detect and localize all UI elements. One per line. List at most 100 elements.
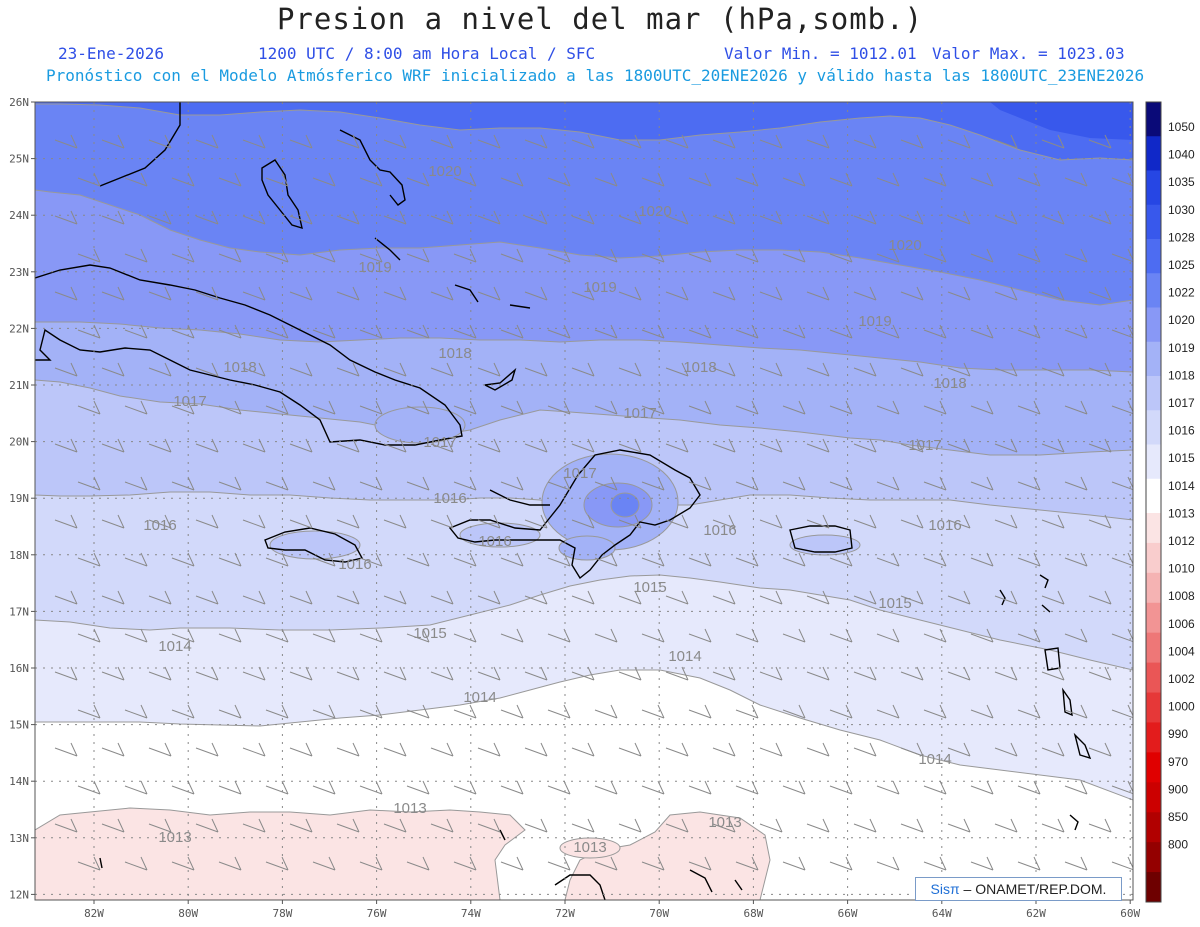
colorbar-label: 1004 bbox=[1168, 644, 1195, 658]
contour-label: 1018 bbox=[933, 375, 966, 392]
colorbar-label: 1022 bbox=[1168, 286, 1195, 300]
forecast-date: 23-Ene-2026 bbox=[58, 44, 164, 63]
colorbar-swatch bbox=[1146, 662, 1161, 694]
lat-label: 14N bbox=[9, 775, 29, 788]
lon-label: 66W bbox=[838, 907, 858, 920]
colorbar-swatch bbox=[1146, 752, 1161, 783]
value-max: Valor Max. = 1023.03 bbox=[932, 44, 1125, 63]
contour-label: 1018 bbox=[223, 359, 256, 376]
forecast-info: Pronóstico con el Modelo Atmósferico WRF… bbox=[46, 66, 1145, 85]
contour-label: 1017 bbox=[563, 465, 596, 482]
colorbar: 1050 1040 1035 1030 1028 1025 1022 1020 1019 1018… bbox=[1145, 101, 1195, 903]
colorbar-swatch bbox=[1146, 572, 1161, 604]
lat-label: 17N bbox=[9, 605, 29, 618]
contour-labels: 1020 1020 1020 1019 1019 1019 1018 1018 1018 1018… bbox=[143, 163, 966, 856]
contour-label: 1015 bbox=[413, 625, 446, 642]
colorbar-label: 1018 bbox=[1168, 368, 1195, 382]
lat-label: 18N bbox=[9, 549, 29, 562]
contour-label: 1015 bbox=[878, 595, 911, 612]
colorbar-label: 1025 bbox=[1168, 258, 1195, 272]
contour-label: 1016 bbox=[143, 517, 176, 534]
contour-label: 1020 bbox=[888, 237, 921, 254]
band-1022-1025 bbox=[990, 102, 1133, 140]
lat-label: 25N bbox=[9, 153, 29, 166]
contour-label: 1013 bbox=[708, 814, 741, 831]
colorbar-swatch bbox=[1146, 782, 1161, 813]
lon-label: 72W bbox=[555, 907, 575, 920]
colorbar-label: 1016 bbox=[1168, 424, 1195, 438]
contour-label: 1014 bbox=[463, 689, 496, 706]
colorbar-label: 1010 bbox=[1168, 562, 1195, 576]
contour-label: 1018 bbox=[683, 359, 716, 376]
value-min: Valor Min. = 1012.01 bbox=[724, 44, 917, 63]
lon-label: 70W bbox=[649, 907, 669, 920]
colorbar-label: 1002 bbox=[1168, 672, 1195, 686]
colorbar-swatch bbox=[1146, 410, 1161, 445]
lat-label: 16N bbox=[9, 662, 29, 675]
lat-label: 13N bbox=[9, 832, 29, 845]
colorbar-label: 1017 bbox=[1168, 396, 1195, 410]
colorbar-swatch bbox=[1146, 170, 1161, 206]
lat-label: 23N bbox=[9, 266, 29, 279]
contour-label: 1014 bbox=[668, 648, 701, 665]
colorbar-swatch bbox=[1146, 632, 1161, 664]
sispi-logo: Sisπ bbox=[930, 881, 960, 897]
colorbar-label: 990 bbox=[1168, 727, 1188, 741]
colorbar-swatch bbox=[1146, 812, 1161, 843]
contour-label: 1016 bbox=[338, 556, 371, 573]
contour-label: 1019 bbox=[858, 313, 891, 330]
colorbar-label: 1000 bbox=[1168, 700, 1195, 714]
colorbar-label: 1040 bbox=[1168, 148, 1195, 162]
colorbar-label: 1020 bbox=[1168, 313, 1195, 327]
lon-label: 78W bbox=[272, 907, 292, 920]
contour-label: 1015 bbox=[633, 579, 666, 596]
colorbar-label: 1019 bbox=[1168, 341, 1195, 355]
lon-label: 76W bbox=[367, 907, 387, 920]
contour-label: 1019 bbox=[583, 279, 616, 296]
lat-label: 24N bbox=[9, 209, 29, 222]
colorbar-swatch bbox=[1146, 722, 1161, 753]
puerto-rico-coast bbox=[789, 525, 853, 553]
latitude-axis: 26N 25N 24N 23N 22N 21N 20N 19N 18N 17N 16N 15N 14N 1… bbox=[9, 96, 35, 901]
lon-label: 82W bbox=[84, 907, 104, 920]
colorbar-swatch bbox=[1146, 376, 1161, 411]
colorbar-label: 900 bbox=[1168, 782, 1188, 796]
pressure-shading bbox=[35, 102, 1133, 900]
contour-label: 1013 bbox=[573, 839, 606, 856]
contour-label: 1020 bbox=[638, 203, 671, 220]
jamaica-coast bbox=[264, 527, 364, 563]
map-frame bbox=[34, 101, 1134, 901]
lon-label: 62W bbox=[1026, 907, 1046, 920]
credit-box: Sisπ – ONAMET/REP.DOM. bbox=[915, 877, 1122, 901]
lon-label: 80W bbox=[178, 907, 198, 920]
colorbar-swatch bbox=[1146, 478, 1161, 514]
contour-label: 1016 bbox=[928, 517, 961, 534]
colorbar-swatch bbox=[1146, 273, 1161, 308]
colorbar-swatch bbox=[1146, 513, 1161, 544]
band-1019-1020 bbox=[35, 102, 1133, 306]
colorbar-swatch bbox=[1146, 602, 1161, 634]
lon-label: 74W bbox=[461, 907, 481, 920]
colorbar-label: 1014 bbox=[1168, 479, 1195, 493]
contour-label: 1016 bbox=[703, 522, 736, 539]
lat-label: 21N bbox=[9, 379, 29, 392]
contour-label: 1017 bbox=[173, 393, 206, 410]
lat-lon-grid bbox=[35, 101, 1133, 900]
lat-label: 22N bbox=[9, 322, 29, 335]
coastlines bbox=[35, 102, 1092, 900]
lon-label: 60W bbox=[1120, 907, 1140, 920]
hispaniola-coast bbox=[448, 449, 701, 580]
lon-label: 68W bbox=[743, 907, 763, 920]
colorbar-label: 1015 bbox=[1168, 451, 1195, 465]
colorbar-label: 970 bbox=[1168, 755, 1188, 769]
lat-label: 12N bbox=[9, 888, 29, 901]
colorbar-label: 1013 bbox=[1168, 506, 1195, 520]
forecast-time: 1200 UTC / 8:00 am Hora Local / SFC bbox=[258, 44, 596, 63]
colorbar-label: 850 bbox=[1168, 810, 1188, 824]
colorbar-swatch bbox=[1146, 239, 1161, 274]
colorbar-swatch bbox=[1146, 341, 1161, 377]
contour-label: 1013 bbox=[393, 800, 426, 817]
colorbar-swatch bbox=[1146, 542, 1161, 574]
credit-org: ONAMET/REP.DOM. bbox=[975, 881, 1107, 897]
